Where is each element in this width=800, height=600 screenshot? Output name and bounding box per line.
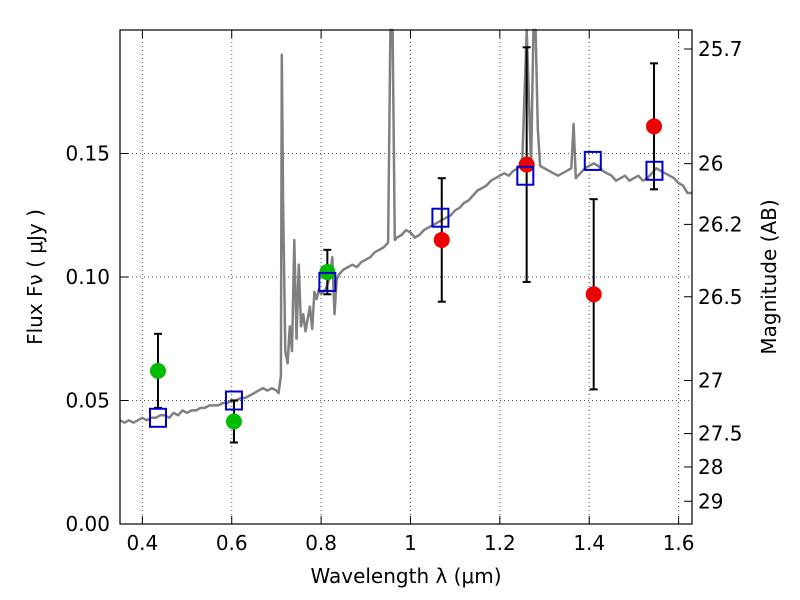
ticks: 0.4 0.6 0.8 1 1.2 1.4 1.6 0.00 0.05 0.10 0.15 25.7 2… bbox=[65, 30, 743, 555]
x-tick-label: 1.4 bbox=[573, 531, 605, 555]
magnitude-tick-label: 27.5 bbox=[698, 422, 743, 446]
model-photometry-layer bbox=[148, 150, 664, 428]
x-tick-label: 0.6 bbox=[216, 531, 248, 555]
magnitude-tick-label: 27 bbox=[698, 368, 723, 392]
axis-labels: Wavelength λ (μm) Flux Fν ( μJy ) Magnit… bbox=[23, 199, 781, 588]
green-data-point bbox=[225, 413, 242, 430]
y-tick-label: 0.05 bbox=[65, 389, 110, 413]
green-data-point bbox=[149, 362, 166, 379]
magnitude-tick-label: 29 bbox=[698, 489, 723, 513]
y-tick-label: 0.00 bbox=[65, 512, 110, 536]
model-photometry-box bbox=[224, 390, 243, 411]
x-axis-label: Wavelength λ (μm) bbox=[310, 564, 501, 588]
model-photometry-box bbox=[583, 150, 602, 171]
x-tick-label: 0.8 bbox=[305, 531, 337, 555]
data-points-layer bbox=[149, 118, 663, 430]
x-tick-label: 0.4 bbox=[126, 531, 158, 555]
x-tick-label: 1.2 bbox=[484, 531, 516, 555]
magnitude-tick-label: 26.2 bbox=[698, 212, 743, 236]
model-photometry-box bbox=[645, 160, 664, 181]
magnitude-tick-label: 25.7 bbox=[698, 37, 743, 61]
x-tick-label: 1 bbox=[404, 531, 417, 555]
red-data-point bbox=[433, 231, 450, 248]
model-photometry-box bbox=[318, 271, 337, 292]
y-tick-label: 0.10 bbox=[65, 265, 110, 289]
model-spectrum-line bbox=[119, 28, 692, 424]
x-tick-label: 1.6 bbox=[663, 531, 695, 555]
model-spectrum-layer bbox=[119, 28, 692, 424]
grid bbox=[120, 30, 692, 525]
y-axis-label: Flux Fν ( μJy ) bbox=[23, 209, 47, 345]
error-bars-layer bbox=[153, 46, 659, 444]
magnitude-tick-label: 28 bbox=[698, 455, 723, 479]
red-data-point bbox=[585, 286, 602, 303]
red-data-point bbox=[646, 118, 663, 135]
model-photometry-box bbox=[516, 165, 535, 186]
y-tick-label: 0.15 bbox=[65, 142, 110, 166]
magnitude-tick-label: 26.5 bbox=[698, 285, 743, 309]
magnitude-tick-label: 26 bbox=[698, 152, 723, 176]
model-photometry-box bbox=[148, 407, 167, 428]
red-data-point bbox=[518, 156, 535, 173]
plot-frame bbox=[119, 29, 693, 525]
model-photometry-box bbox=[431, 207, 450, 228]
right-axis-label: Magnitude (AB) bbox=[757, 199, 781, 354]
